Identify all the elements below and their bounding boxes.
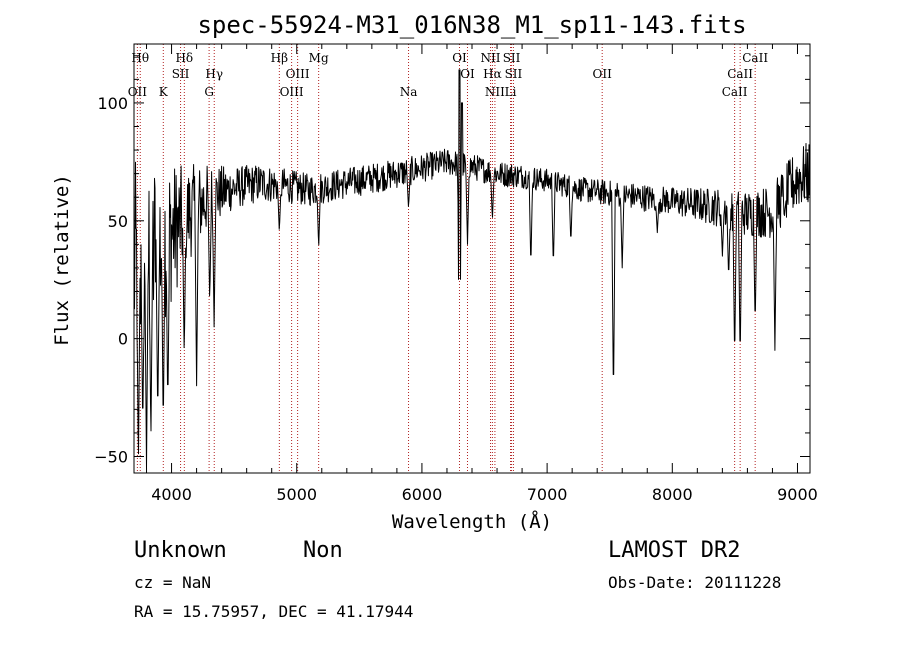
line-marker-label: OIII bbox=[280, 85, 304, 99]
line-marker-label: Hα bbox=[483, 67, 502, 81]
line-marker-label: SII bbox=[505, 67, 523, 81]
y-tick-label: 50 bbox=[108, 212, 128, 231]
spectral-line-labels: OIIHθKSIIHδGHγHβOIIIOIIIMgNaOIOINIIHαNII… bbox=[128, 51, 769, 99]
object-subclass: Non bbox=[303, 538, 343, 563]
y-tick-label: 100 bbox=[97, 94, 128, 113]
object-class: Unknown bbox=[134, 538, 227, 563]
line-marker-label: SII bbox=[172, 67, 190, 81]
line-marker-label: OIII bbox=[286, 67, 310, 81]
plot-frame bbox=[133, 43, 811, 474]
redshift-readout: cz = NaN bbox=[134, 573, 212, 592]
coordinates-readout: RA = 15.75957, DEC = 41.17944 bbox=[134, 602, 414, 621]
line-marker-label: SII bbox=[503, 51, 521, 65]
line-marker-label: OI bbox=[460, 67, 475, 81]
line-marker-label: Hγ bbox=[205, 67, 223, 81]
x-tick-label: 4000 bbox=[151, 485, 192, 504]
survey-name: LAMOST DR2 bbox=[608, 538, 741, 563]
x-tick-label: 9000 bbox=[777, 485, 818, 504]
line-marker-label: OII bbox=[593, 67, 613, 81]
line-marker-label: CaII bbox=[722, 85, 748, 99]
y-axis-ticks: −50 0 50 100 bbox=[94, 55, 810, 467]
line-marker-label: CaII bbox=[742, 51, 768, 65]
chart-title: spec-55924-M31_016N38_M1_sp11-143.fits bbox=[197, 11, 746, 39]
y-axis-label: Flux (relative) bbox=[51, 174, 73, 346]
x-axis-label: Wavelength (Å) bbox=[392, 510, 552, 533]
line-marker-label: K bbox=[159, 85, 169, 99]
line-marker-label: Na bbox=[400, 85, 418, 99]
y-tick-label: 0 bbox=[118, 330, 128, 349]
line-marker-label: Hθ bbox=[131, 51, 149, 65]
x-tick-label: 7000 bbox=[527, 485, 568, 504]
line-marker-label: CaII bbox=[727, 67, 753, 81]
spectrum-line bbox=[133, 69, 811, 469]
x-tick-label: 5000 bbox=[276, 485, 317, 504]
line-marker-label: NII bbox=[481, 51, 501, 65]
line-marker-label: NII bbox=[485, 85, 505, 99]
line-marker-label: Li bbox=[505, 85, 517, 99]
spectral-line-markers bbox=[136, 44, 756, 473]
observation-date: Obs-Date: 20111228 bbox=[608, 573, 782, 592]
line-marker-label: Mg bbox=[309, 51, 329, 65]
line-marker-label: G bbox=[204, 85, 214, 99]
line-marker-label: OI bbox=[452, 51, 467, 65]
line-marker-label: Hδ bbox=[175, 51, 193, 65]
line-marker-label: Hβ bbox=[271, 51, 288, 65]
line-marker-label: OII bbox=[128, 85, 148, 99]
y-tick-label: −50 bbox=[94, 448, 128, 467]
x-tick-label: 6000 bbox=[402, 485, 443, 504]
x-tick-label: 8000 bbox=[652, 485, 693, 504]
x-axis-ticks: 4000 5000 6000 7000 8000 9000 bbox=[146, 44, 818, 504]
